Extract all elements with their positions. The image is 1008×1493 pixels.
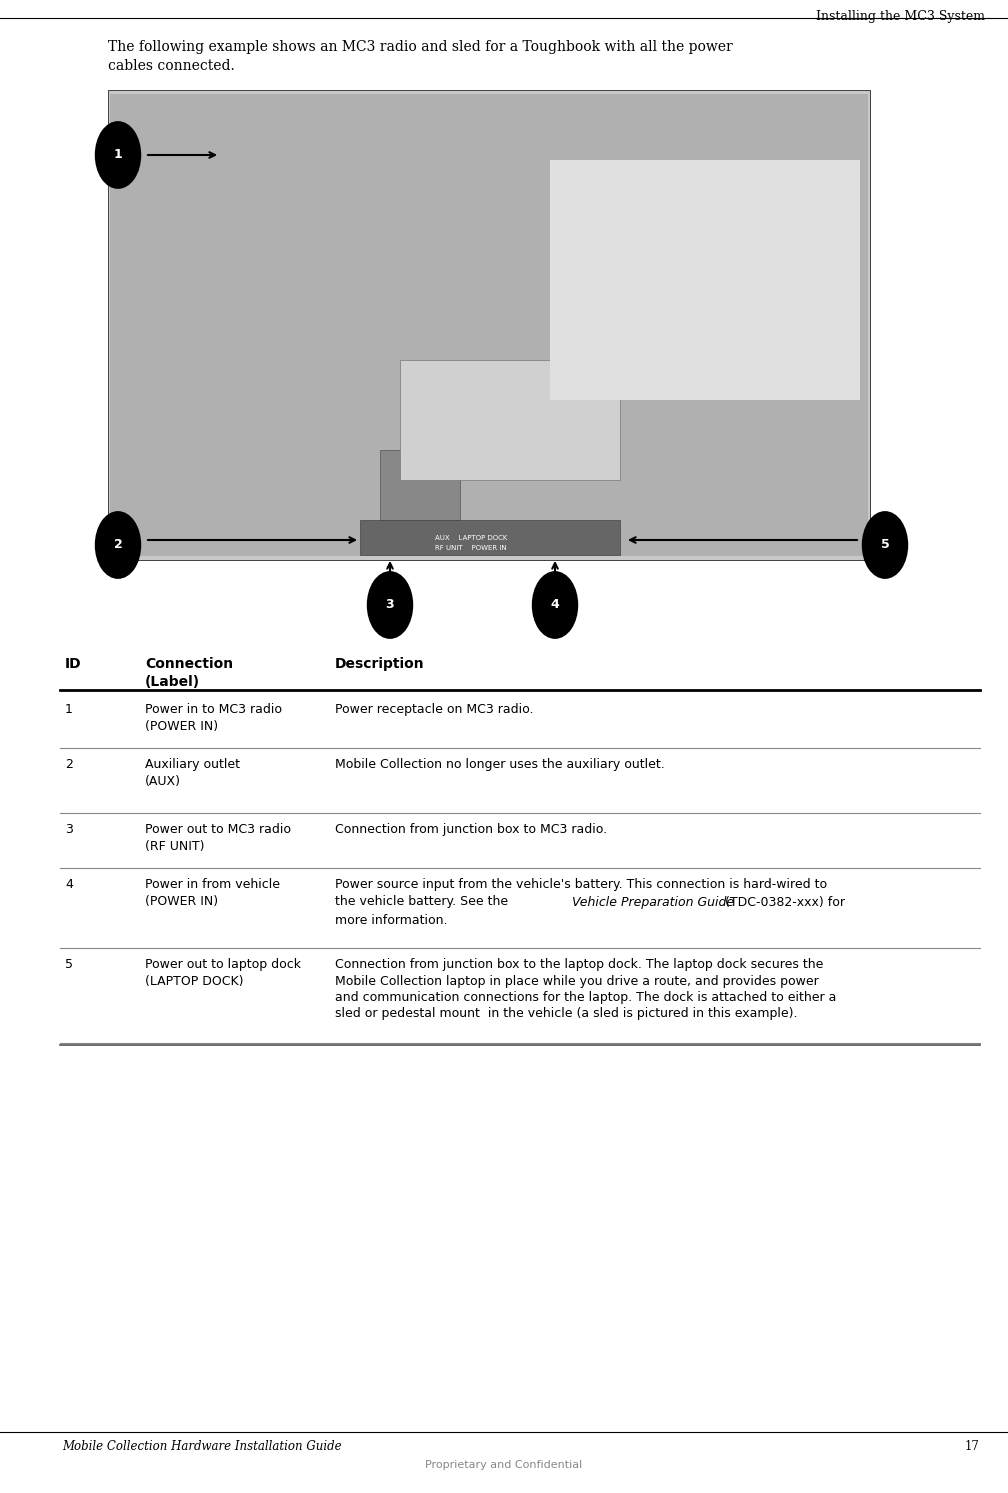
Text: 3: 3 (66, 823, 73, 836)
Circle shape (368, 572, 412, 638)
Text: Connection from junction box to MC3 radio.: Connection from junction box to MC3 radi… (335, 823, 607, 836)
Text: 1: 1 (114, 148, 122, 161)
Text: AUX    LAPTOP DOCK: AUX LAPTOP DOCK (435, 534, 507, 540)
Text: Power source input from the vehicle's battery. This connection is hard-wired to
: Power source input from the vehicle's ba… (335, 878, 828, 908)
FancyBboxPatch shape (110, 94, 868, 555)
Text: 2: 2 (66, 758, 73, 770)
Text: 1: 1 (66, 703, 73, 717)
Text: Proprietary and Confidential: Proprietary and Confidential (425, 1460, 583, 1471)
Text: 17: 17 (965, 1441, 980, 1453)
Text: Power in to MC3 radio
(POWER IN): Power in to MC3 radio (POWER IN) (145, 703, 282, 733)
FancyBboxPatch shape (360, 520, 620, 555)
Circle shape (96, 122, 140, 188)
Text: Connection
(Label): Connection (Label) (145, 657, 233, 688)
FancyBboxPatch shape (400, 360, 620, 481)
Text: Vehicle Preparation Guide: Vehicle Preparation Guide (572, 896, 734, 909)
Text: Power in from vehicle
(POWER IN): Power in from vehicle (POWER IN) (145, 878, 280, 908)
Text: Installing the MC3 System: Installing the MC3 System (816, 10, 985, 22)
Text: 5: 5 (66, 959, 73, 970)
Text: Mobile Collection no longer uses the auxiliary outlet.: Mobile Collection no longer uses the aux… (335, 758, 665, 770)
Circle shape (96, 512, 140, 578)
Text: RF UNIT    POWER IN: RF UNIT POWER IN (435, 545, 507, 551)
Text: 2: 2 (114, 539, 122, 551)
Text: Mobile Collection Hardware Installation Guide: Mobile Collection Hardware Installation … (62, 1441, 342, 1453)
Text: Description: Description (335, 657, 424, 672)
Text: (TDC-0382-xxx) for: (TDC-0382-xxx) for (721, 896, 845, 909)
Text: Power receptacle on MC3 radio.: Power receptacle on MC3 radio. (335, 703, 533, 717)
Text: more information.: more information. (335, 914, 448, 927)
Text: 3: 3 (386, 599, 394, 612)
Text: The following example shows an MC3 radio and sled for a Toughbook with all the p: The following example shows an MC3 radio… (108, 40, 733, 73)
Text: ID: ID (66, 657, 82, 672)
Text: Power out to MC3 radio
(RF UNIT): Power out to MC3 radio (RF UNIT) (145, 823, 291, 853)
Text: Power out to laptop dock
(LAPTOP DOCK): Power out to laptop dock (LAPTOP DOCK) (145, 959, 301, 988)
Circle shape (863, 512, 907, 578)
Circle shape (533, 572, 578, 638)
FancyBboxPatch shape (380, 449, 460, 520)
FancyBboxPatch shape (550, 160, 860, 400)
Text: 4: 4 (550, 599, 559, 612)
Text: 5: 5 (881, 539, 889, 551)
Text: Auxiliary outlet
(AUX): Auxiliary outlet (AUX) (145, 758, 240, 788)
FancyBboxPatch shape (108, 90, 870, 560)
Text: 4: 4 (66, 878, 73, 891)
Text: Connection from junction box to the laptop dock. The laptop dock secures the
Mob: Connection from junction box to the lapt… (335, 959, 837, 1021)
